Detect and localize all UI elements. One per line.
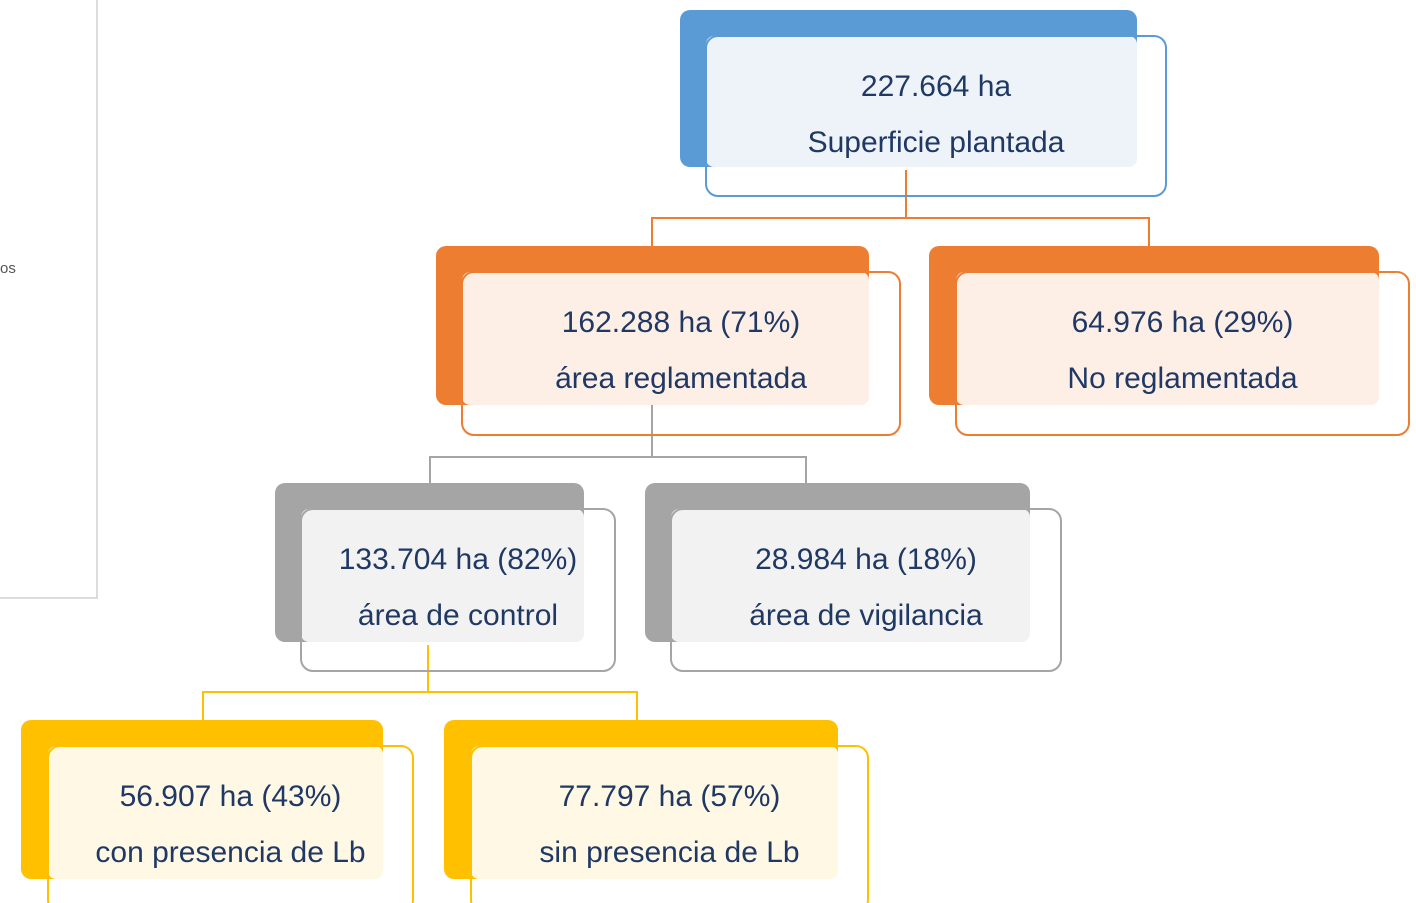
node-label: con presencia de Lb	[95, 836, 365, 869]
side-panel: os	[0, 0, 98, 599]
node: 162.288 ha (71%) área reglamentada	[436, 246, 901, 436]
node-frame	[47, 745, 414, 903]
node-frame	[461, 271, 901, 436]
panel-border	[0, 0, 98, 599]
node-tint	[301, 509, 584, 642]
node-tint	[706, 36, 1137, 167]
node-label: área de control	[358, 599, 558, 632]
node-frame	[670, 508, 1062, 672]
node-label: No reglamentada	[1067, 362, 1297, 395]
node-value: 227.664 ha	[861, 70, 1011, 103]
panel-fragment: os	[0, 260, 16, 277]
node: 56.907 ha (43%) con presencia de Lb	[21, 720, 414, 903]
node-frame	[300, 508, 616, 672]
node: 133.704 ha (82%) área de control	[275, 483, 616, 672]
node-value: 64.976 ha (29%)	[1072, 306, 1294, 339]
node: 28.984 ha (18%) área de vigilancia	[645, 483, 1062, 672]
node-tint	[48, 746, 383, 879]
node-label: área reglamentada	[555, 362, 807, 395]
node-value: 133.704 ha (82%)	[339, 543, 578, 576]
connector	[429, 405, 807, 483]
node-tint	[671, 509, 1030, 642]
node-frame	[705, 35, 1167, 197]
connector	[651, 170, 1150, 246]
node-label: sin presencia de Lb	[539, 836, 799, 869]
node-value: 77.797 ha (57%)	[559, 780, 781, 813]
node-tint	[471, 746, 838, 879]
node-label: área de vigilancia	[749, 599, 983, 632]
node: 64.976 ha (29%) No reglamentada	[929, 246, 1410, 436]
node-value: 162.288 ha (71%)	[562, 306, 801, 339]
node-label: Superficie plantada	[808, 126, 1065, 159]
node-tint	[956, 272, 1379, 405]
node-frame	[955, 271, 1410, 436]
node-value: 28.984 ha (18%)	[755, 543, 977, 576]
node-tint	[462, 272, 869, 405]
connector	[202, 645, 638, 720]
node: 227.664 ha Superficie plantada	[680, 10, 1167, 197]
node: 77.797 ha (57%) sin presencia de Lb	[444, 720, 869, 903]
node-frame	[470, 745, 869, 903]
node-value: 56.907 ha (43%)	[120, 780, 342, 813]
